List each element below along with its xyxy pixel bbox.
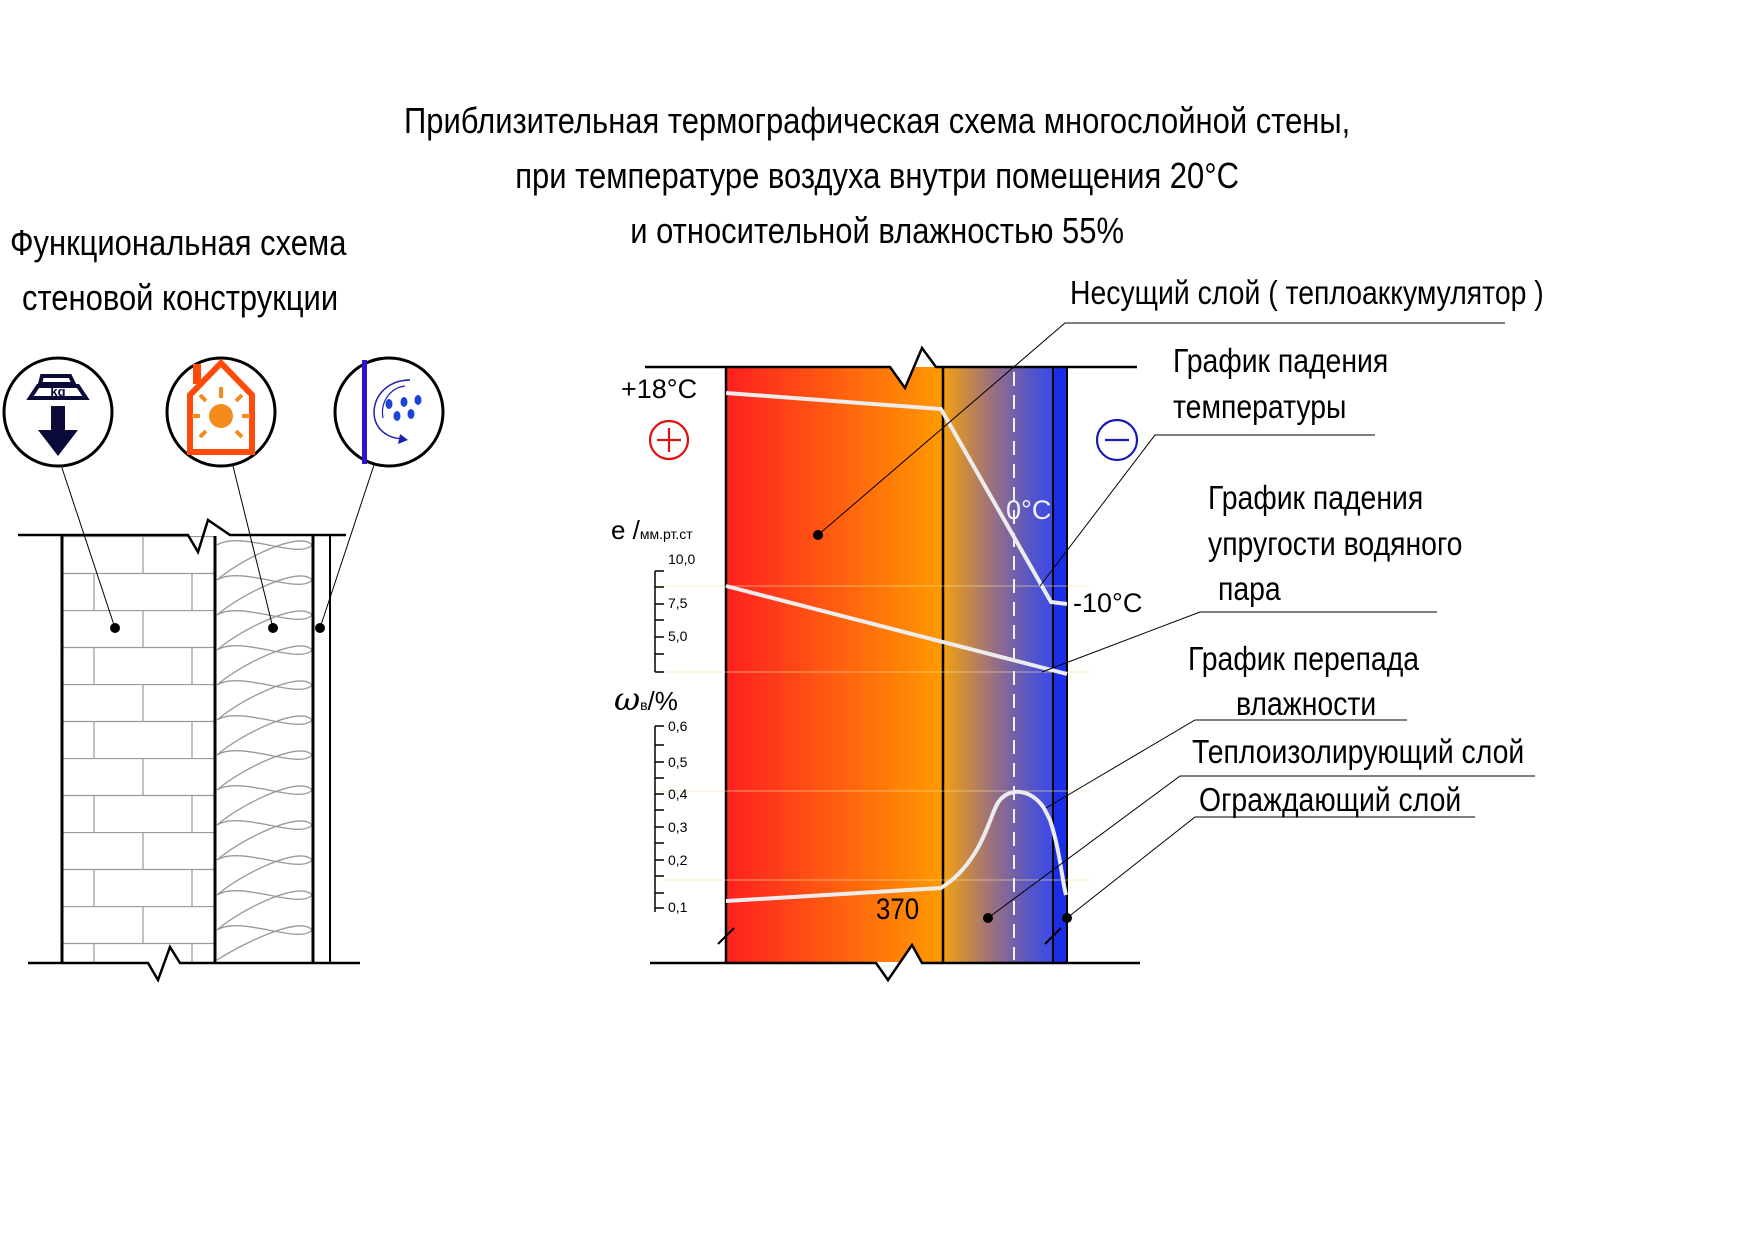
temp-zero-label: 0°C (1006, 495, 1052, 525)
callout-temp-graph-1: График падения (1173, 342, 1389, 379)
vapor-tick: 5,0 (668, 628, 688, 644)
callout-insulation-layer: Теплоизолирующий слой (1192, 733, 1525, 770)
page-title-line-3: и относительной влажностью 55% (630, 210, 1125, 251)
moisture-curve (725, 789, 1068, 903)
insulation-hatch-icon (216, 540, 313, 961)
functional-heading-line-1: Функциональная схема (10, 222, 347, 263)
callout-vapor-graph-3: пара (1218, 570, 1281, 607)
page-title-line-1: Приблизительная термографическая схема м… (404, 100, 1351, 141)
moisture-tick: 0,1 (668, 899, 688, 915)
callout-protective-layer: Ограждающий слой (1199, 781, 1462, 818)
moisture-tick: 0,4 (668, 786, 688, 802)
functional-heading-line-2: стеновой конструкции (22, 277, 339, 318)
svg-text:kg: kg (50, 384, 65, 399)
vapor-tick: 7,5 (668, 595, 688, 611)
graph-curves (725, 391, 1068, 903)
callout-moisture-graph-1: График перепада (1188, 640, 1420, 677)
moisture-axis-label: ωв/% (614, 680, 678, 718)
moisture-axis (654, 725, 664, 912)
house-sun-icon (165, 356, 277, 468)
callout-bearing-layer: Несущий слой ( теплоаккумулятор ) (1070, 274, 1544, 311)
moisture-tick: 0,5 (668, 754, 688, 770)
callout-temp-graph-2: температуры (1173, 388, 1347, 425)
temperature-curve (725, 391, 1068, 606)
functional-wall (18, 461, 376, 983)
moisture-tick: 0,2 (668, 852, 688, 868)
thickness-label: 370 (876, 893, 920, 926)
vapor-pressure-curve (725, 584, 1068, 676)
rain-deflect-icon (333, 356, 445, 468)
vapor-tick: 10,0 (668, 551, 696, 567)
temp-inside-label: +18°C (621, 374, 698, 404)
minus-circle-icon (1095, 418, 1139, 462)
moisture-tick: 0,6 (668, 718, 688, 734)
callout-vapor-graph-2: упругости водяного (1208, 525, 1463, 562)
vapor-axis (654, 570, 664, 673)
weight-kg-icon: kg (2, 356, 114, 468)
vapor-axis-label: e /мм.рт.ст (611, 515, 693, 545)
moisture-tick: 0,3 (668, 819, 688, 835)
thermo-wall (645, 345, 1140, 983)
temp-outside-label: -10°C (1073, 588, 1143, 618)
callout-vapor-graph-1: График падения (1208, 479, 1424, 516)
callout-moisture-graph-2: влажности (1236, 685, 1377, 722)
callout-dots (813, 530, 1072, 923)
callout-leaders (817, 322, 1535, 919)
plus-circle-icon (648, 419, 690, 461)
page-title-line-2: при температуре воздуха внутри помещения… (515, 155, 1239, 196)
